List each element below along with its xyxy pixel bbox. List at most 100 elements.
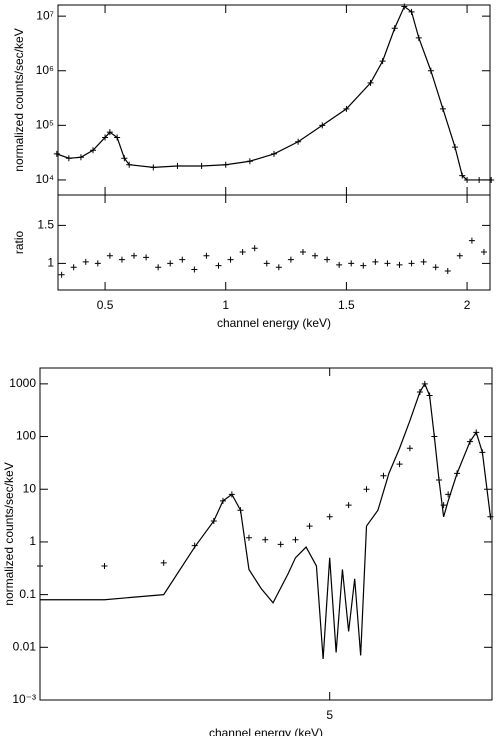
plot-frame xyxy=(39,367,493,701)
y-tick-label: 1 xyxy=(29,534,36,548)
data-point xyxy=(459,172,466,179)
y-tick-label: 10⁷ xyxy=(36,8,54,22)
data-point xyxy=(372,258,379,265)
data-point xyxy=(379,58,386,65)
data-point xyxy=(126,161,133,168)
data-point xyxy=(277,541,284,548)
y-axis-label: normalized counts/sec/keV xyxy=(12,28,26,171)
data-point xyxy=(312,252,319,259)
data-point xyxy=(380,472,387,479)
y-tick-label: 0.01 xyxy=(13,639,37,653)
y-tick-label: 10⁵ xyxy=(36,118,54,132)
data-point xyxy=(396,261,403,268)
data-point xyxy=(292,536,299,543)
data-point xyxy=(106,252,113,259)
data-point xyxy=(203,252,210,259)
data-point xyxy=(287,256,294,263)
data-point xyxy=(468,237,475,244)
x-tick-label: 0.5 xyxy=(97,298,114,312)
data-point xyxy=(319,122,326,129)
data-point xyxy=(227,256,234,263)
data-point xyxy=(271,150,277,157)
y-tick-label: 1.5 xyxy=(37,218,54,232)
x-tick-label: 1.5 xyxy=(338,298,355,312)
data-point xyxy=(427,67,434,74)
data-point xyxy=(408,8,415,15)
data-point xyxy=(396,461,403,468)
data-point xyxy=(476,176,483,183)
data-point xyxy=(89,147,96,154)
data-point xyxy=(415,34,422,41)
data-point xyxy=(121,155,128,162)
data-point xyxy=(37,562,43,569)
plot-frame xyxy=(57,4,491,196)
data-point xyxy=(101,562,108,569)
data-point xyxy=(143,254,150,261)
data-point xyxy=(53,150,60,157)
data-point xyxy=(118,256,125,263)
data-point xyxy=(155,264,162,271)
y-tick-label: 10⁻³ xyxy=(12,692,36,706)
data-point xyxy=(345,502,352,509)
data-point xyxy=(488,176,495,183)
data-point xyxy=(326,513,333,520)
y-tick-label: 10⁶ xyxy=(36,63,54,77)
data-point xyxy=(160,559,167,566)
data-point xyxy=(215,262,222,269)
data-point xyxy=(58,271,65,278)
data-point xyxy=(420,258,427,265)
y-tick-label: 10⁴ xyxy=(35,172,54,186)
data-point xyxy=(70,264,77,271)
data-point xyxy=(106,129,113,136)
y-axis-label: normalized counts/sec/keV xyxy=(2,462,16,605)
data-point xyxy=(198,163,205,170)
data-point xyxy=(299,249,306,255)
data-point xyxy=(245,534,252,541)
data-point xyxy=(246,158,253,165)
data-point xyxy=(391,25,398,32)
data-point xyxy=(275,264,282,271)
data-point xyxy=(452,144,459,151)
data-point xyxy=(174,163,181,170)
spectrum-line xyxy=(40,382,492,660)
data-point xyxy=(480,249,487,255)
y-axis-label: ratio xyxy=(12,231,26,255)
data-point xyxy=(367,79,374,86)
data-point xyxy=(439,105,446,112)
data-point xyxy=(456,252,463,259)
x-axis-label: channel energy (keV) xyxy=(209,726,323,736)
data-point xyxy=(444,268,451,274)
data-point xyxy=(408,260,415,267)
data-point xyxy=(360,262,367,269)
data-point xyxy=(262,536,269,543)
data-point xyxy=(363,486,370,493)
data-point xyxy=(77,154,84,161)
y-tick-label: 100 xyxy=(16,429,36,443)
data-point xyxy=(251,245,258,252)
data-point xyxy=(324,256,331,263)
data-point xyxy=(464,176,471,183)
data-point xyxy=(150,164,157,171)
data-point xyxy=(348,260,355,267)
data-point xyxy=(343,105,350,112)
data-point xyxy=(222,161,229,168)
data-point xyxy=(384,260,391,267)
x-tick-label: 1 xyxy=(222,298,229,312)
data-point xyxy=(179,256,186,263)
y-tick-label: 1 xyxy=(47,256,54,270)
data-point xyxy=(131,252,138,259)
x-axis-label: channel energy (keV) xyxy=(217,316,331,330)
x-tick-label: 2 xyxy=(464,298,471,312)
data-point xyxy=(65,155,72,162)
data-point xyxy=(114,134,121,141)
data-point xyxy=(167,260,174,267)
data-point xyxy=(191,266,198,273)
data-point xyxy=(295,138,302,145)
data-point xyxy=(306,523,313,530)
data-point xyxy=(263,260,270,267)
y-tick-label: 1000 xyxy=(9,376,36,390)
data-point xyxy=(336,261,343,268)
y-tick-label: 10 xyxy=(23,481,37,495)
x-tick-label: 5 xyxy=(326,708,333,722)
